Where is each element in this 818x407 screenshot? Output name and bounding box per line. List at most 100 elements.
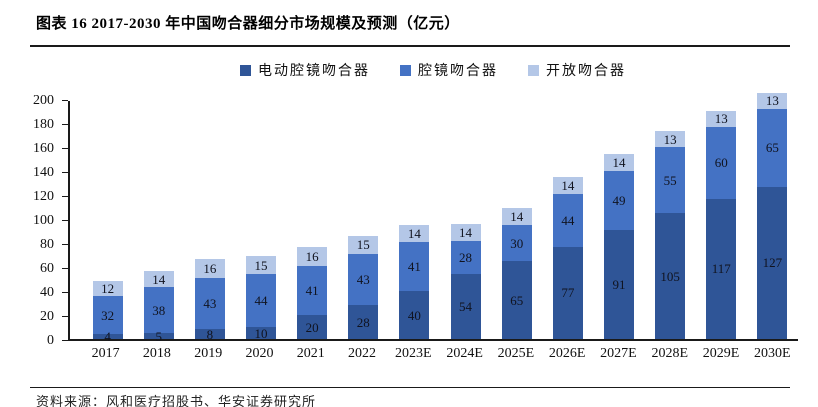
- bar-value-label: 54: [459, 299, 473, 315]
- y-tick-label: 0: [47, 333, 54, 348]
- stacked-bar: 54 28 14: [450, 223, 481, 339]
- y-tick-label: 40: [40, 285, 54, 300]
- y-tick-label: 80: [40, 237, 54, 252]
- y-tick-label: 180: [33, 117, 54, 132]
- bar-value-label: 16: [305, 248, 319, 264]
- legend-label: 开放吻合器: [546, 64, 626, 79]
- title-underline: [30, 45, 790, 47]
- bar-value-label: 14: [407, 225, 421, 241]
- bar-segment: 28: [348, 305, 379, 339]
- bar-cell: 4 32 12: [82, 99, 133, 343]
- bar-value-label: 14: [612, 155, 626, 171]
- bar-segment: 77: [552, 246, 583, 339]
- bar-segment: 14: [399, 225, 430, 242]
- y-tick-label: 100: [33, 213, 54, 228]
- plot-area: 4 32 12 5 38 14 8 43 16 10 44 15 20 41 16 28 43 15 40 41 14 5…: [68, 93, 798, 343]
- bar-cell: 20 41 16: [287, 99, 338, 339]
- x-axis-label: 2021: [296, 346, 325, 361]
- bar-value-label: 14: [561, 177, 575, 193]
- bar-segment: 5: [143, 330, 174, 343]
- source-note: 资料来源：风和医疗招股书、华安证券研究所: [36, 394, 317, 407]
- bar-value-label: 28: [356, 314, 370, 330]
- bar-value-label: 44: [561, 212, 575, 228]
- bar-segment: 30: [501, 225, 532, 261]
- x-axis-label: 2030E: [754, 346, 791, 361]
- bar-cell: 28 43 15: [338, 99, 389, 339]
- stacked-bar: 20 41 16: [297, 246, 328, 339]
- legend-label: 电动腔镜吻合器: [258, 64, 370, 79]
- x-axis-labels: 2017 2018 2019 2020 2021 2022 2023E 2024E 2025E 2…: [70, 346, 798, 362]
- y-tick-label: 20: [40, 309, 54, 324]
- bar-cell: 5 38 14: [133, 99, 184, 343]
- bar-segment: 20: [297, 315, 328, 339]
- bar-segment: 38: [143, 287, 174, 333]
- legend-swatch-icon: [400, 64, 411, 76]
- bar-segment: 13: [706, 111, 737, 127]
- x-axis-label: 2026E: [548, 346, 586, 361]
- y-tick-mark: [62, 148, 68, 149]
- stacked-bar: 91 49 14: [603, 154, 634, 339]
- y-tick-mark: [62, 196, 68, 197]
- y-tick-mark: [62, 220, 68, 221]
- bar-segment: 91: [603, 229, 634, 339]
- stacked-bar: 77 44 14: [552, 177, 583, 339]
- y-tick-mark: [62, 124, 68, 125]
- legend-item: 腔镜吻合器: [400, 60, 498, 80]
- stacked-bar: 8 43 16: [194, 258, 225, 341]
- bar-value-label: 5: [155, 328, 162, 344]
- bar-value-label: 14: [152, 271, 166, 287]
- bar-value-label: 91: [612, 276, 626, 292]
- bar-segment: 28: [450, 240, 481, 275]
- legend-item: 开放吻合器: [528, 60, 626, 80]
- bar-value-label: 38: [152, 302, 166, 318]
- bar-cell: 91 49 14: [593, 99, 644, 339]
- bar-cell: 10 44 15: [235, 99, 286, 341]
- bar-value-label: 127: [762, 255, 783, 271]
- bar-value-label: 10: [254, 325, 268, 341]
- bar-value-label: 41: [407, 258, 421, 274]
- bar-segment: 14: [603, 154, 634, 172]
- bar-segment: 43: [194, 277, 225, 330]
- bar-segment: 127: [757, 186, 788, 339]
- bar-segment: 15: [245, 256, 276, 275]
- bars-row: 4 32 12 5 38 14 8 43 16 10 44 15 20 41 16 28 43 15 40 41 14 5…: [72, 93, 798, 343]
- bar-value-label: 20: [305, 319, 319, 335]
- bar-segment: 60: [706, 126, 737, 199]
- bar-value-label: 16: [203, 260, 217, 276]
- bar-segment: 14: [501, 208, 532, 225]
- bar-value-label: 55: [663, 172, 677, 188]
- bar-segment: 16: [194, 258, 225, 278]
- x-axis-label: 2023E: [395, 346, 432, 361]
- bar-value-label: 28: [459, 249, 473, 265]
- bar-value-label: 12: [101, 281, 115, 297]
- bar-cell: 127 65 13: [747, 93, 798, 339]
- stacked-bar: 40 41 14: [399, 225, 430, 339]
- bar-cell: 40 41 14: [389, 99, 440, 339]
- bar-value-label: 105: [660, 268, 680, 284]
- y-tick-mark: [62, 340, 68, 341]
- bar-segment: 41: [399, 241, 430, 291]
- bar-segment: 105: [655, 213, 686, 339]
- bar-segment: 44: [245, 274, 276, 327]
- bar-segment: 43: [348, 253, 379, 306]
- y-tick-label: 120: [33, 189, 54, 204]
- bar-value-label: 4: [104, 329, 111, 345]
- bar-value-label: 15: [356, 237, 370, 253]
- bar-value-label: 13: [714, 111, 728, 127]
- bar-value-label: 49: [612, 192, 626, 208]
- x-axis-label: 2024E: [446, 346, 483, 361]
- bar-value-label: 32: [101, 307, 115, 323]
- bar-value-label: 14: [510, 209, 524, 225]
- bar-value-label: 65: [510, 292, 524, 308]
- bar-value-label: 43: [203, 296, 217, 312]
- bar-cell: 77 44 14: [542, 99, 593, 339]
- y-axis: 0 20 40 60 80 100 120 140 160 180 200: [0, 94, 68, 348]
- bar-segment: 55: [655, 147, 686, 213]
- stacked-bar: 127 65 13: [757, 93, 788, 339]
- x-axis-label: 2025E: [497, 346, 535, 361]
- bar-cell: 54 28 14: [440, 99, 491, 339]
- y-tick-mark: [62, 316, 68, 317]
- bar-segment: 12: [92, 281, 123, 297]
- legend-item: 电动腔镜吻合器: [240, 60, 370, 80]
- bar-value-label: 60: [714, 155, 728, 171]
